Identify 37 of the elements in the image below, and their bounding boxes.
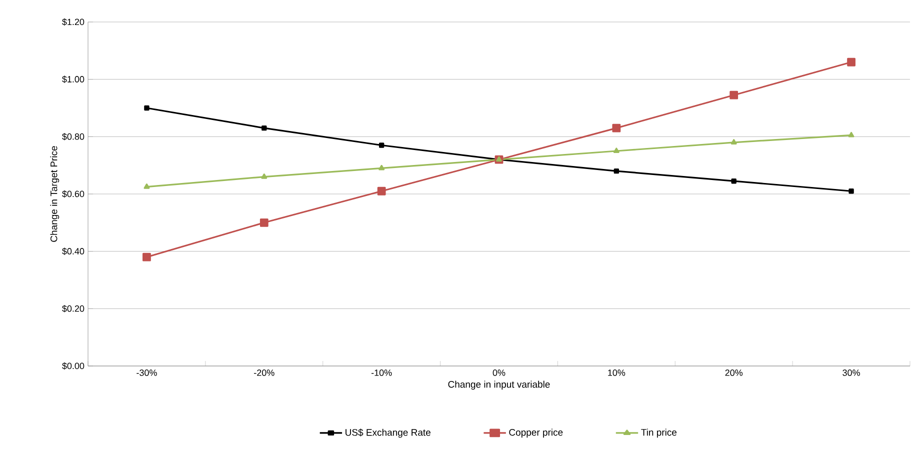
point <box>730 90 738 100</box>
point <box>378 142 384 148</box>
point <box>731 178 736 184</box>
point <box>378 164 385 170</box>
point <box>613 148 620 154</box>
y-tick-label: $0.40 <box>62 248 84 255</box>
point <box>848 188 854 194</box>
x-tick-label: -30% <box>136 370 157 376</box>
point <box>142 252 151 262</box>
point <box>260 218 268 227</box>
legend-label: Tin price <box>641 428 677 438</box>
x-tick-label: 20% <box>725 370 743 376</box>
legend-label: US$ Exchange Rate <box>346 428 430 438</box>
legend-label: Copper price <box>509 428 563 438</box>
y-tick-label: $0.80 <box>62 133 84 140</box>
x-tick-label: -20% <box>254 370 274 376</box>
x-tick-label: 0% <box>492 370 506 376</box>
x-tick-label: -10% <box>371 370 392 376</box>
x-tick-label: 10% <box>608 370 626 376</box>
y-tick-label: $1.00 <box>62 76 84 83</box>
y-tick-label: $0.60 <box>62 190 84 198</box>
point <box>261 173 268 179</box>
x-axis-title: Change in input variable <box>448 380 550 390</box>
y-axis-title: Change in Target Price <box>50 146 60 242</box>
point <box>847 58 856 66</box>
point <box>730 139 737 144</box>
x-tick-label: 30% <box>842 370 860 376</box>
point <box>262 125 267 131</box>
y-tick-label: $1.20 <box>62 18 84 26</box>
point <box>144 105 150 111</box>
y-tick-label: $0.00 <box>62 362 84 370</box>
y-tick-label: $0.20 <box>62 305 84 312</box>
point <box>144 184 150 189</box>
point <box>848 132 854 138</box>
point <box>377 186 386 196</box>
point <box>612 124 621 132</box>
point <box>614 168 620 174</box>
